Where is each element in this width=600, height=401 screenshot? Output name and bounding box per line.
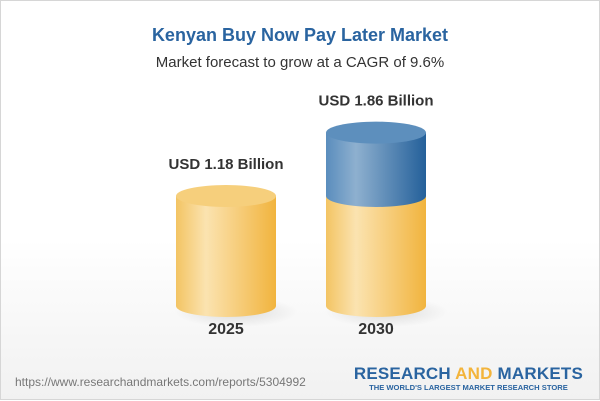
chart-subtitle: Market forecast to grow at a CAGR of 9.6… <box>155 54 445 71</box>
bar-2030-base-body <box>326 196 426 317</box>
source-url[interactable]: https://www.researchandmarkets.com/repor… <box>15 375 306 389</box>
category-label: 2025 <box>208 321 244 338</box>
logo-text-markets: MARKETS <box>492 364 583 383</box>
category-label: 2030 <box>358 321 394 338</box>
logo-tagline: THE WORLD'S LARGEST MARKET RESEARCH STOR… <box>369 383 568 392</box>
data-label: USD 1.18 Billion <box>168 156 283 173</box>
bar-2025-top <box>176 185 276 207</box>
bar-2030-growth-body <box>326 132 426 207</box>
data-label: USD 1.86 Billion <box>318 93 433 110</box>
logo-text: RESEARCH <box>353 364 456 383</box>
logo-text-and: AND <box>455 364 493 383</box>
bar-2025-body <box>176 196 276 317</box>
bar-2030-growth-top <box>326 121 426 144</box>
brand-logo: RESEARCH AND MARKETS THE WORLD'S LARGEST… <box>354 365 583 393</box>
chart-title: Kenyan Buy Now Pay Later Market <box>151 25 449 45</box>
